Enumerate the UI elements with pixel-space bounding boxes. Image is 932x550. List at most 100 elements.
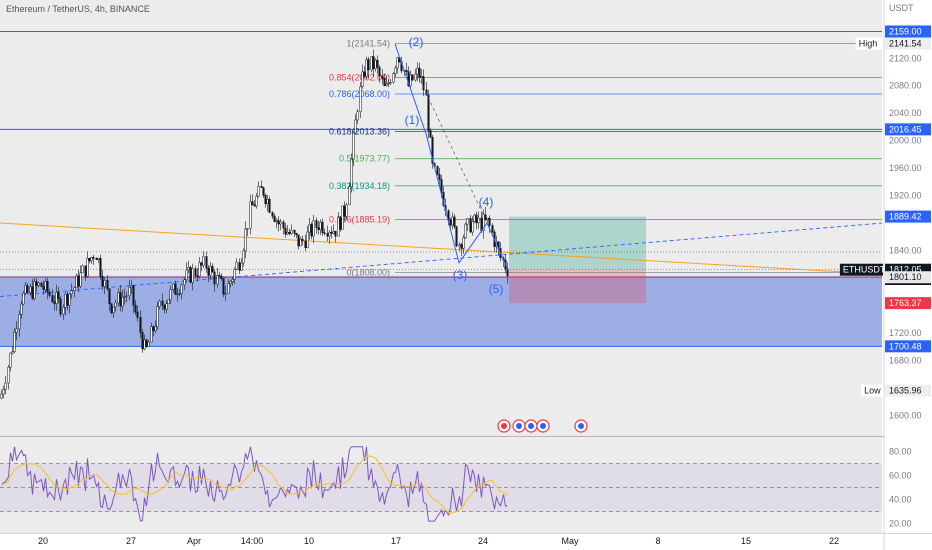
candle — [394, 67, 397, 74]
candle — [29, 286, 32, 293]
candle — [165, 303, 168, 310]
candle — [55, 292, 58, 304]
candle — [365, 59, 368, 77]
candle — [317, 227, 320, 230]
candle — [455, 226, 458, 247]
candle — [295, 233, 298, 236]
fib-label-3: 0.618(2013.36) — [329, 126, 390, 136]
candle — [187, 267, 190, 271]
candle — [158, 300, 161, 307]
wave-label-3: (3) — [453, 268, 468, 282]
fib-label-1: 0.854(2092.00) — [329, 73, 390, 83]
candle — [66, 294, 69, 306]
candle — [288, 231, 291, 234]
candle — [198, 262, 201, 277]
rsi-ma-line[interactable] — [1, 455, 508, 515]
candle — [407, 71, 410, 86]
price-label-8: 1700.48 — [889, 341, 922, 351]
candle — [202, 256, 205, 266]
candle — [62, 307, 65, 315]
candle — [169, 289, 172, 300]
time-tick-4: 10 — [304, 536, 314, 546]
candle — [172, 283, 175, 290]
event-icon-dot — [501, 423, 507, 429]
candle — [339, 217, 342, 230]
candle — [244, 228, 247, 252]
candle — [154, 326, 157, 331]
candle — [222, 278, 225, 295]
candle — [77, 275, 80, 287]
blue-dashed-trendline[interactable] — [0, 222, 883, 297]
candle — [59, 298, 62, 315]
candle — [128, 286, 131, 297]
time-tick-1: 27 — [126, 536, 136, 546]
candle — [26, 285, 29, 293]
price-tick-4: 1960.00 — [889, 163, 922, 173]
candle — [469, 218, 472, 233]
elliott-wave-path[interactable] — [394, 43, 509, 270]
time-tick-7: May — [561, 536, 579, 546]
candle — [436, 166, 439, 175]
candle — [387, 82, 390, 85]
price-label-4: 1812.05 — [889, 265, 922, 275]
candle — [2, 389, 5, 395]
candle — [480, 217, 483, 232]
position-stop-zone[interactable] — [509, 269, 646, 304]
price-tick-8: 1720.00 — [889, 328, 922, 338]
candle — [477, 217, 480, 224]
candle — [361, 71, 364, 87]
candle — [108, 288, 111, 305]
candle — [233, 269, 236, 280]
candle — [304, 240, 307, 248]
price-label-box-8 — [885, 340, 931, 353]
candle — [145, 339, 148, 347]
candle — [315, 220, 318, 228]
candle — [334, 230, 337, 237]
candle — [372, 56, 375, 69]
price-tick-0: 2120.00 — [889, 53, 922, 63]
candle — [196, 275, 199, 277]
candle — [422, 76, 425, 91]
candle — [251, 201, 254, 206]
candle — [235, 262, 238, 270]
candle — [125, 295, 128, 297]
price-tick-1: 2080.00 — [889, 81, 922, 91]
price-label-1: 2141.54 — [889, 38, 922, 48]
position-profit-zone[interactable] — [509, 216, 646, 270]
price-label-box-9 — [885, 384, 931, 397]
price-label-box-1 — [885, 37, 931, 50]
candle — [462, 237, 465, 249]
candle — [249, 201, 252, 229]
candle — [427, 94, 430, 131]
candle — [207, 267, 210, 276]
price-label-6: 1801.10 — [889, 272, 922, 282]
price-label-3: 1889.42 — [889, 212, 922, 222]
candle — [141, 332, 144, 350]
rsi-line[interactable] — [1, 446, 508, 522]
candle — [385, 83, 388, 86]
candle — [257, 186, 260, 197]
price-label-box-7 — [885, 297, 931, 310]
candle — [152, 326, 155, 331]
fib-label-4: 0.5(1973.77) — [339, 154, 390, 164]
candle — [389, 81, 392, 84]
candle — [163, 305, 166, 310]
candle — [286, 231, 289, 235]
candle — [418, 67, 421, 78]
candle — [37, 282, 40, 286]
candle — [271, 212, 274, 217]
candle — [238, 262, 241, 271]
price-tag-box-9 — [861, 384, 883, 397]
price-label-box-3 — [885, 210, 931, 223]
candle — [70, 290, 73, 295]
candle — [466, 218, 469, 225]
candle — [95, 258, 98, 260]
candle — [161, 300, 164, 306]
candle — [337, 217, 340, 237]
candle — [123, 296, 126, 298]
orange-trendline[interactable] — [0, 222, 841, 273]
candle — [35, 281, 38, 286]
rsi-background — [0, 437, 882, 533]
